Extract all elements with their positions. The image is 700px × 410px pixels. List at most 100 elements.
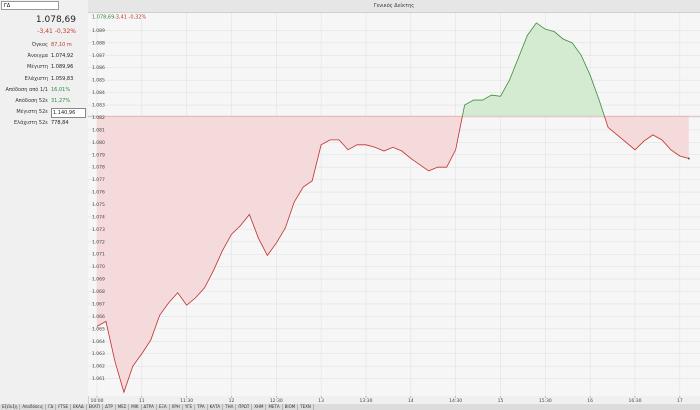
stat-value: 1.089,96 bbox=[51, 64, 74, 71]
tab[interactable]: ΚΑΤΑ bbox=[208, 404, 224, 410]
stat-label: Απόδοση από 1/1 bbox=[5, 86, 48, 93]
tab[interactable]: ΤΕΧΝ bbox=[298, 404, 314, 410]
y-tick-label: 1.078 bbox=[92, 165, 105, 171]
x-tick-label: 13:30 bbox=[359, 398, 372, 404]
tab[interactable]: ΕΞΑ bbox=[157, 404, 170, 410]
tab[interactable]: ΠΡΩΤ bbox=[236, 404, 253, 410]
stat-value: 1.140,96 bbox=[51, 108, 86, 119]
y-tick-label: 1.069 bbox=[92, 277, 105, 283]
x-tick-label: 11 bbox=[139, 398, 145, 404]
y-tick-label: 1.065 bbox=[92, 326, 105, 332]
last-price: 1.078,69 bbox=[35, 15, 76, 25]
stat-label: Όγκος bbox=[32, 42, 48, 48]
y-tick-label: 1.068 bbox=[92, 289, 105, 295]
stat-row: Ελάχιστη 1.059,83 bbox=[0, 74, 88, 85]
tab[interactable]: ΜΕΣ bbox=[116, 404, 130, 410]
x-tick-label: 15:30 bbox=[539, 398, 552, 404]
tab[interactable]: ΔΤΡΑ bbox=[142, 404, 157, 410]
tab[interactable]: ΧΗΜ bbox=[252, 404, 267, 410]
y-tick-label: 1.063 bbox=[92, 351, 105, 357]
stat-label: Ελάχιστη 52ε bbox=[14, 120, 48, 127]
line-down bbox=[96, 116, 689, 394]
tab[interactable]: ΜΙΚ bbox=[129, 404, 142, 410]
x-tick-label: 11:30 bbox=[180, 398, 193, 404]
y-tick-label: 1.079 bbox=[92, 152, 105, 158]
stat-value: 1.074,92 bbox=[51, 53, 74, 60]
tab[interactable]: ΜΕΤΑ bbox=[266, 404, 283, 410]
stat-value: 31,27% bbox=[51, 98, 71, 104]
x-tick-label: 16:30 bbox=[629, 398, 642, 404]
y-tick-label: 1.062 bbox=[92, 364, 105, 370]
y-tick-label: 1.070 bbox=[92, 264, 105, 270]
y-tick-label: 1.086 bbox=[92, 65, 105, 71]
tab[interactable]: ΓΔ bbox=[46, 404, 57, 410]
y-tick-label: 1.076 bbox=[92, 190, 105, 196]
search-box[interactable]: ΓΔ bbox=[1, 1, 59, 10]
y-tick-label: 1.072 bbox=[92, 239, 105, 245]
line-up bbox=[461, 22, 605, 117]
stat-row: Όγκος 87,10 m bbox=[0, 40, 88, 51]
y-tick-label: 1.077 bbox=[92, 177, 105, 183]
tab[interactable]: ΕΚΑΤΙ bbox=[87, 404, 104, 410]
y-tick-label: 1.085 bbox=[92, 78, 105, 84]
y-tick-label: 1.089 bbox=[92, 28, 105, 34]
area-up bbox=[96, 22, 689, 117]
stat-label: Μέγιστη 52ε bbox=[16, 109, 48, 116]
y-tick-label: 1.084 bbox=[92, 90, 105, 96]
stat-row: Μέγιστη 52ε 1.140,96 bbox=[0, 107, 88, 119]
x-tick-label: 14 bbox=[408, 398, 414, 404]
stat-row: Απόδοση 52ε 31,27% bbox=[0, 96, 88, 107]
tab[interactable]: ΤΡΑ bbox=[195, 404, 208, 410]
stat-value: 16,01% bbox=[51, 86, 71, 93]
y-tick-label: 1.082 bbox=[92, 115, 105, 121]
price-change: -3,41 -0,32% bbox=[37, 28, 76, 35]
stat-row: Ελάχιστη 52ε 778,84 bbox=[0, 118, 88, 129]
header-change: -3,41 -0,32% bbox=[114, 15, 146, 21]
stat-value: 1.059,83 bbox=[51, 75, 74, 82]
tab[interactable]: ΔΤΡ bbox=[103, 404, 116, 410]
last-point bbox=[687, 157, 690, 160]
header-last: 1.078,69 bbox=[92, 15, 114, 21]
tab[interactable]: ΕΚΑΔ bbox=[71, 404, 87, 410]
tab[interactable]: ΒΙΟΜ bbox=[283, 404, 299, 410]
y-tick-label: 1.067 bbox=[92, 301, 105, 307]
x-tick-label: 15 bbox=[498, 398, 504, 404]
stat-value: 87,10 m bbox=[51, 42, 72, 48]
y-tick-label: 1.074 bbox=[92, 214, 105, 220]
x-tick-label: 10:00 bbox=[90, 398, 103, 404]
stat-label: Μέγιστη bbox=[26, 64, 48, 71]
area-down bbox=[96, 116, 689, 393]
tab[interactable]: ΧΡΗ bbox=[170, 404, 183, 410]
stat-row: Άνοιγμα 1.074,92 bbox=[0, 51, 88, 62]
x-tick-label: 17 bbox=[677, 398, 683, 404]
stat-label: Απόδοση 52ε bbox=[15, 98, 48, 104]
y-tick-label: 1.071 bbox=[92, 252, 105, 258]
y-tick-label: 1.081 bbox=[92, 127, 105, 133]
y-tick-label: 1.080 bbox=[92, 140, 105, 146]
x-tick-label: 14:30 bbox=[449, 398, 462, 404]
x-tick-label: 16 bbox=[587, 398, 593, 404]
y-tick-label: 1.088 bbox=[92, 40, 105, 46]
stat-row: Μέγιστη 1.089,96 bbox=[0, 62, 88, 73]
tab[interactable]: ΤΗΛ bbox=[223, 404, 237, 410]
tab[interactable]: ΥΓΕ bbox=[183, 404, 196, 410]
x-tick-label: 13 bbox=[318, 398, 324, 404]
tab[interactable]: Εξέλιξη bbox=[0, 404, 21, 410]
quote-panel: ΓΔ 1.078,69 -3,41 -0,32% Όγκος 87,10 m Άνο… bbox=[0, 0, 89, 404]
y-tick-label: 1.066 bbox=[92, 314, 105, 320]
y-tick-label: 1.075 bbox=[92, 202, 105, 208]
tab[interactable]: Αποδόσεις bbox=[20, 404, 47, 410]
y-tick-label: 1.083 bbox=[92, 103, 105, 109]
tab[interactable]: FTSE bbox=[56, 404, 72, 410]
x-tick-label: 12:30 bbox=[270, 398, 283, 404]
y-tick-label: 1.064 bbox=[92, 339, 105, 345]
y-tick-label: 1.087 bbox=[92, 53, 105, 59]
stat-row: Απόδοση από 1/1 16,01% bbox=[0, 85, 88, 96]
stat-label: Ελάχιστη bbox=[24, 75, 48, 82]
tab-bar: Εξέλιξη Αποδόσεις ΓΔ FTSE ΕΚΑΔ ΕΚΑΤΙ ΔΤΡ ΜΕΣ ΜΙΚ… bbox=[0, 404, 700, 410]
y-tick-label: 1.073 bbox=[92, 227, 105, 233]
stat-value: 778,84 bbox=[51, 120, 69, 127]
x-tick-label: 12 bbox=[229, 398, 235, 404]
